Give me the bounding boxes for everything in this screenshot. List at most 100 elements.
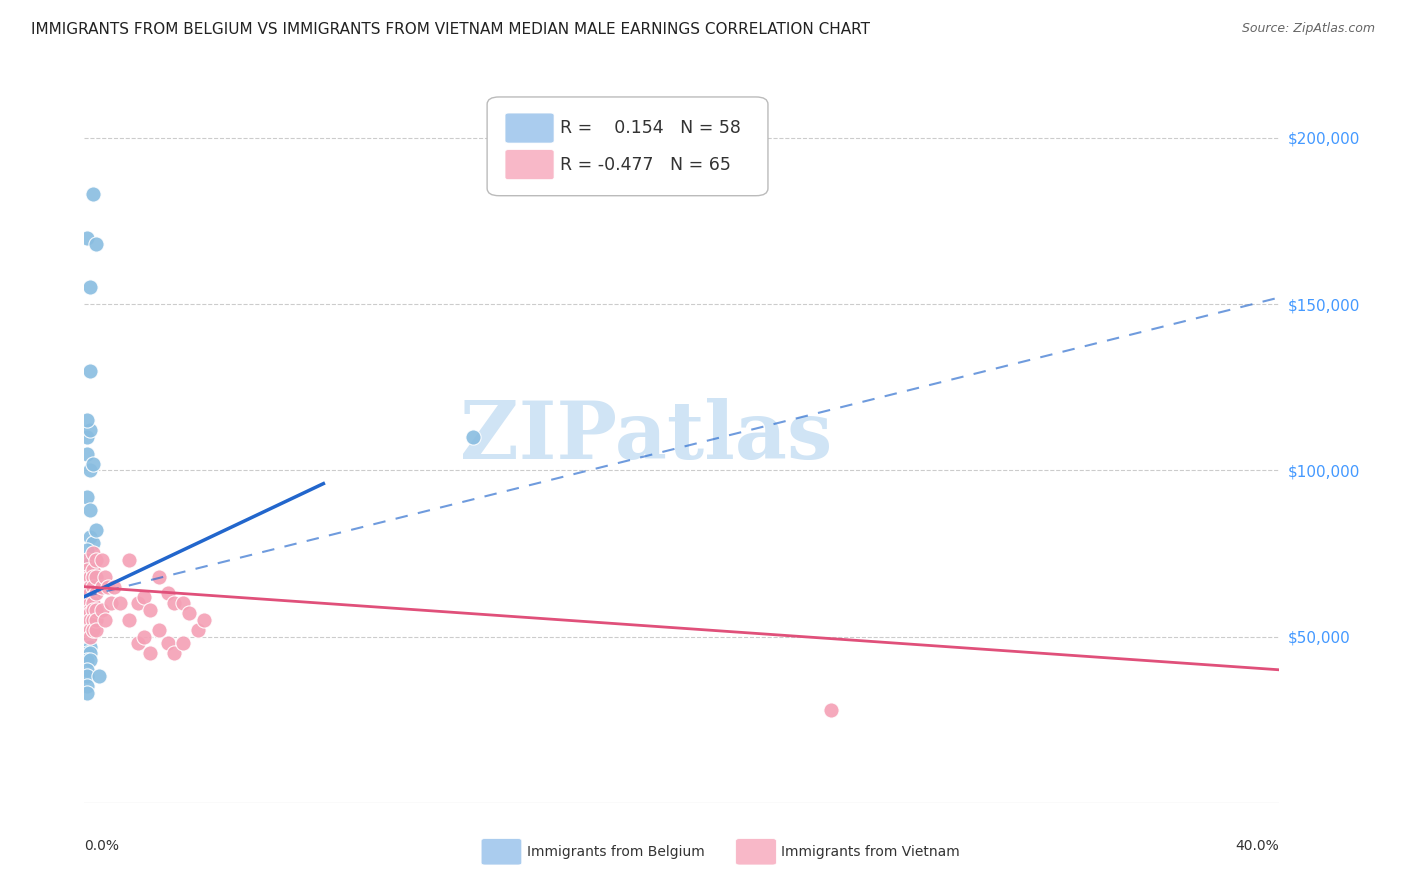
FancyBboxPatch shape xyxy=(735,838,776,865)
Text: 0.0%: 0.0% xyxy=(84,839,120,854)
Point xyxy=(86,623,108,637)
Point xyxy=(100,596,122,610)
Text: Source: ZipAtlas.com: Source: ZipAtlas.com xyxy=(1241,22,1375,36)
Point xyxy=(79,623,101,637)
Text: IMMIGRANTS FROM BELGIUM VS IMMIGRANTS FROM VIETNAM MEDIAN MALE EARNINGS CORRELAT: IMMIGRANTS FROM BELGIUM VS IMMIGRANTS FR… xyxy=(31,22,870,37)
Point xyxy=(76,553,98,567)
Point xyxy=(76,490,98,504)
Point xyxy=(76,607,98,621)
Point xyxy=(86,570,108,584)
Point xyxy=(76,663,98,677)
Point xyxy=(148,570,170,584)
Point xyxy=(79,630,101,644)
Point xyxy=(86,553,108,567)
Point xyxy=(148,623,170,637)
FancyBboxPatch shape xyxy=(505,150,554,179)
Point xyxy=(76,603,98,617)
Point xyxy=(79,363,101,377)
Point xyxy=(82,570,104,584)
Point xyxy=(79,603,101,617)
Point xyxy=(86,586,108,600)
Point xyxy=(79,580,101,594)
Point xyxy=(76,613,98,627)
Point xyxy=(76,590,98,604)
Point xyxy=(82,623,104,637)
Point xyxy=(76,669,98,683)
Point xyxy=(79,603,101,617)
Point xyxy=(86,523,108,537)
Point xyxy=(76,607,98,621)
Point xyxy=(82,576,104,591)
Point xyxy=(79,580,101,594)
Point xyxy=(163,646,186,660)
Text: 40.0%: 40.0% xyxy=(1236,839,1279,854)
Point xyxy=(82,590,104,604)
Point xyxy=(76,640,98,654)
Point xyxy=(79,630,101,644)
Point xyxy=(79,570,101,584)
Point xyxy=(79,586,101,600)
Text: ZIPatlas: ZIPatlas xyxy=(460,398,832,476)
Point xyxy=(118,553,141,567)
Point xyxy=(79,609,101,624)
Point xyxy=(127,636,149,650)
Point xyxy=(82,187,104,202)
Point xyxy=(76,619,98,633)
Point xyxy=(76,447,98,461)
Point xyxy=(139,603,162,617)
Point xyxy=(76,636,98,650)
Point xyxy=(79,570,101,584)
Point xyxy=(76,570,98,584)
Point xyxy=(79,623,101,637)
Point xyxy=(820,703,842,717)
Point xyxy=(94,613,117,627)
Point xyxy=(139,646,162,660)
Point xyxy=(79,646,101,660)
Point xyxy=(79,613,101,627)
Point xyxy=(82,590,104,604)
Point xyxy=(82,457,104,471)
Point xyxy=(79,596,101,610)
Point xyxy=(76,586,98,600)
FancyBboxPatch shape xyxy=(481,838,522,865)
Point xyxy=(172,636,194,650)
Point xyxy=(79,653,101,667)
Text: Immigrants from Vietnam: Immigrants from Vietnam xyxy=(782,845,960,859)
Point xyxy=(157,586,180,600)
Point xyxy=(76,680,98,694)
Point xyxy=(76,430,98,444)
FancyBboxPatch shape xyxy=(505,113,554,143)
Point xyxy=(157,636,180,650)
Point xyxy=(86,237,108,252)
Point xyxy=(76,563,98,577)
Point xyxy=(76,623,98,637)
Point xyxy=(76,563,98,577)
Point xyxy=(76,596,98,610)
Point xyxy=(76,613,98,627)
Point xyxy=(76,230,98,244)
Point xyxy=(132,630,156,644)
Text: Immigrants from Belgium: Immigrants from Belgium xyxy=(527,845,704,859)
Point xyxy=(76,609,98,624)
Point xyxy=(76,596,98,610)
Text: R =    0.154   N = 58: R = 0.154 N = 58 xyxy=(560,120,741,137)
Point xyxy=(91,603,114,617)
Point xyxy=(103,580,125,594)
Point xyxy=(76,570,98,584)
Point xyxy=(79,586,101,600)
Point xyxy=(86,613,108,627)
Point xyxy=(79,463,101,477)
Point xyxy=(82,570,104,584)
Point xyxy=(79,424,101,438)
Point xyxy=(76,630,98,644)
Point xyxy=(82,613,104,627)
Point xyxy=(110,596,132,610)
Point xyxy=(193,613,215,627)
Point xyxy=(163,596,186,610)
Point xyxy=(461,430,484,444)
Point xyxy=(132,590,156,604)
Point xyxy=(76,413,98,427)
Point xyxy=(76,616,98,631)
Point xyxy=(76,603,98,617)
Point xyxy=(79,613,101,627)
